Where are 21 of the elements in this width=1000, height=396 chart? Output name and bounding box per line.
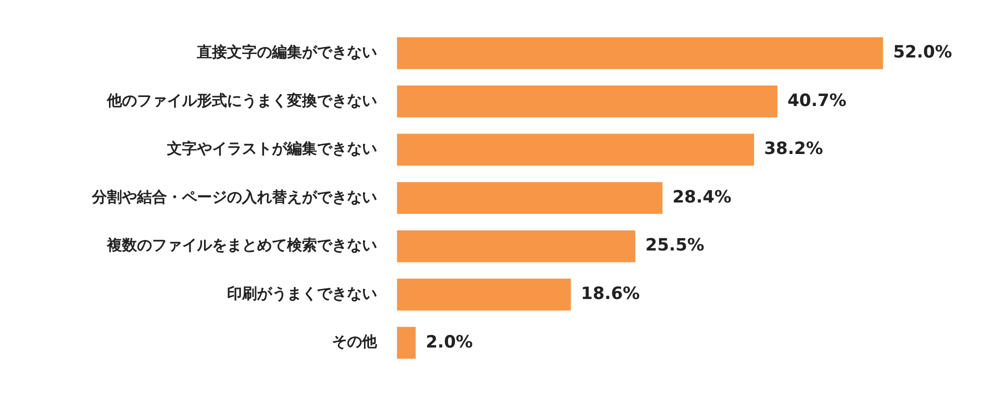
data-label: 40.7%: [787, 90, 846, 111]
data-label: 52.0%: [893, 42, 952, 63]
bar: [397, 182, 662, 214]
y-tick-label: 直接文字の編集ができない: [196, 43, 377, 62]
bar: [397, 37, 884, 70]
bar: [397, 230, 636, 262]
y-tick-label: 複数のファイルをまとめて検索できない: [106, 236, 377, 254]
y-tick-label: その他: [332, 332, 378, 351]
y-tick-label: 印刷がうまくできない: [227, 284, 377, 302]
data-label: 28.4%: [672, 187, 732, 208]
y-tick-label: 他のファイル形式にうまく変換できない: [106, 91, 377, 110]
bar: [397, 85, 778, 118]
data-label: 18.6%: [580, 284, 640, 304]
bar: [397, 134, 754, 166]
bar: [397, 278, 571, 311]
bar: [397, 326, 416, 359]
data-label: 2.0%: [426, 332, 473, 352]
y-tick-label: 分割や結合・ページの入れ替えができない: [91, 188, 377, 206]
data-label: 25.5%: [645, 236, 704, 256]
y-tick-label: 文字やイラストが編集できない: [166, 140, 377, 158]
data-label: 38.2%: [764, 139, 824, 160]
